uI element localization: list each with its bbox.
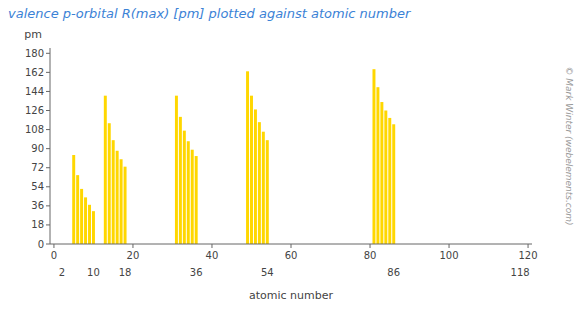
x2-tick-label: 54 [261,267,274,278]
x-tick-label: 100 [439,250,458,261]
bar [175,96,178,244]
y-axis-label: pm [24,28,42,41]
chart: valence p-orbital R(max) [pm] plotted ag… [0,0,580,315]
y-tick [46,91,50,92]
y-tick [46,53,50,54]
bar [372,69,375,244]
bar [124,167,127,244]
bar [195,156,198,244]
y-tick-label: 36 [31,200,44,211]
y-tick [46,167,50,168]
x-tick-label: 60 [285,250,298,261]
x2-tick-label: 18 [119,267,132,278]
y-tick-label: 72 [31,162,44,173]
y-tick [46,129,50,130]
x2-tick-label: 86 [387,267,400,278]
x2-tick-label: 36 [190,267,203,278]
x-tick [211,244,212,248]
bar [392,124,395,244]
bar [112,140,115,244]
y-tick-label: 90 [31,143,44,154]
x-tick [528,244,529,248]
bars [72,69,395,244]
bar [388,118,391,244]
y-tick [46,224,50,225]
bar [120,159,123,244]
x-tick [53,244,54,248]
y-axis-line [50,48,51,244]
bar [187,141,190,244]
bar [84,197,87,244]
y-tick-label: 0 [38,239,44,250]
x-axis-label: atomic number [249,289,334,302]
x-tick [449,244,450,248]
y-tick-label: 108 [25,124,44,135]
bar [262,132,265,244]
bar [380,102,383,244]
bar [246,71,249,244]
x-tick [132,244,133,248]
bar [384,111,387,244]
bar [80,189,83,244]
bar [104,96,107,244]
bar [254,109,257,244]
y-tick [46,148,50,149]
y-tick [46,72,50,73]
y-tick-label: 144 [25,86,44,97]
title: valence p-orbital R(max) [pm] plotted ag… [8,6,412,21]
y-tick-label: 18 [31,219,44,230]
bar [250,96,253,244]
bar [376,87,379,244]
y-tick [46,110,50,111]
bar [108,123,111,244]
x-tick-label: 20 [127,250,140,261]
y-tick [46,205,50,206]
bar [88,205,91,244]
bar [76,175,79,244]
x-tick-label: 80 [364,250,377,261]
bar [258,122,261,244]
y-tick-label: 162 [25,67,44,78]
y-tick-label: 126 [25,105,44,116]
bar [179,117,182,244]
x2-tick-label: 118 [511,267,530,278]
bar [116,151,119,244]
y-tick [46,186,50,187]
y-tick-label: 54 [31,181,44,192]
y-tick [46,244,50,245]
x-tick-label: 120 [519,250,538,261]
bar [72,155,75,244]
x2-tick-label: 10 [87,267,100,278]
x-tick [370,244,371,248]
x-tick [291,244,292,248]
watermark: © Mark Winter (webelements.com) [564,66,574,225]
x-tick-label: 0 [51,250,57,261]
x-tick-label: 40 [206,250,219,261]
y-tick-label: 180 [25,48,44,59]
axes: 0 18 36 54 72 90 108 126 144 162 180 0 20 40 60 80 100 12… [25,48,538,278]
chart-container: valence p-orbital R(max) [pm] plotted ag… [0,0,580,315]
bar [92,211,95,244]
bar [191,150,194,244]
bar [266,140,269,244]
bar [183,131,186,244]
x2-tick-label: 2 [59,267,65,278]
